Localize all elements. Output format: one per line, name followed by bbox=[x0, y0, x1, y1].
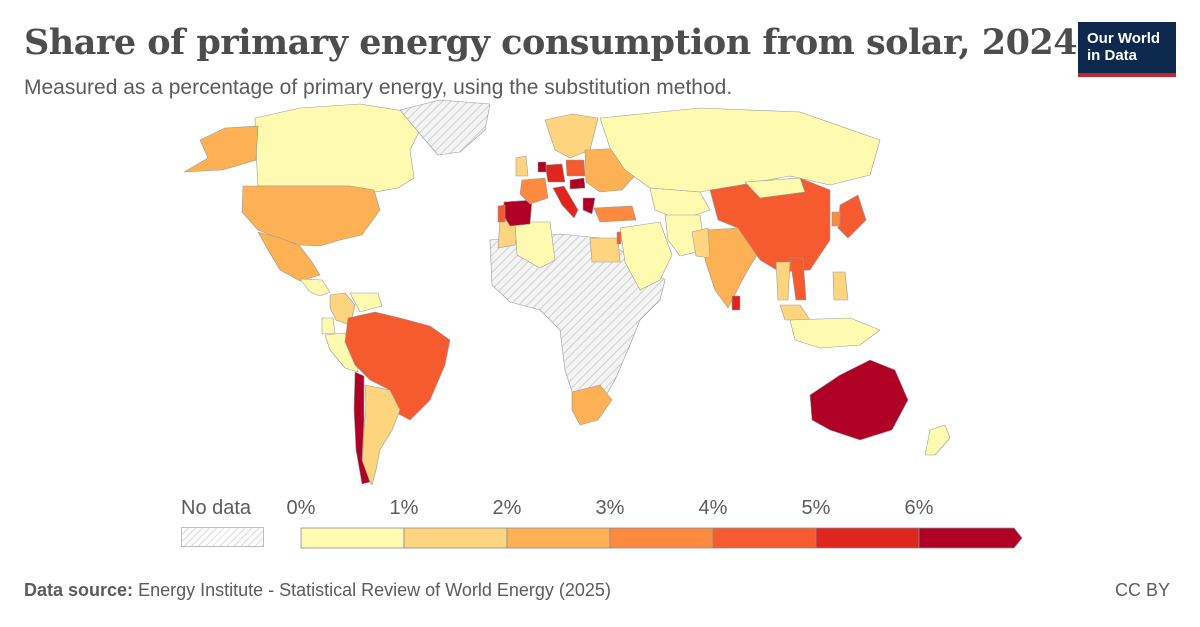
legend-bin-1[interactable] bbox=[403, 527, 508, 549]
region-portugal[interactable]: Portugal bbox=[497, 204, 506, 223]
region-algeria[interactable]: Algeria bbox=[514, 221, 556, 269]
region-new-zealand[interactable]: New Zealand bbox=[924, 424, 951, 456]
region-spain[interactable]: Spain bbox=[502, 199, 533, 227]
region-australia[interactable]: Australia bbox=[809, 359, 909, 441]
region-united-kingdom[interactable]: United Kingdom bbox=[515, 155, 529, 177]
data-source-label: Data source: bbox=[24, 580, 134, 600]
chart-title: Share of primary energy consumption from… bbox=[24, 22, 1078, 63]
region-indonesia[interactable]: Indonesia bbox=[789, 317, 881, 349]
region-brazil[interactable]: Brazil bbox=[344, 311, 451, 421]
region-alaska-united-states[interactable]: Alaska (United States) bbox=[183, 125, 259, 173]
region-thailand[interactable]: Thailand bbox=[775, 261, 791, 301]
legend-tick-label: 0% bbox=[286, 497, 316, 519]
region-argentina[interactable]: Argentina bbox=[361, 384, 401, 486]
legend-tick-label: 5% bbox=[801, 497, 831, 519]
region-sri-lanka[interactable]: Sri Lanka bbox=[731, 295, 741, 311]
region-netherlands[interactable]: Netherlands bbox=[537, 161, 547, 173]
legend-tick-label: 6% bbox=[904, 497, 934, 519]
region-russia[interactable]: Russia bbox=[599, 107, 881, 193]
region-ecuador[interactable]: Ecuador bbox=[321, 317, 336, 335]
region-japan[interactable]: Japan bbox=[837, 194, 867, 239]
region-greece[interactable]: Greece bbox=[582, 197, 596, 215]
legend-bin-2[interactable] bbox=[506, 527, 611, 549]
region-central-america[interactable]: Central America bbox=[299, 278, 331, 297]
data-source: Data source: Energy Institute - Statisti… bbox=[24, 580, 611, 601]
region-france[interactable]: France bbox=[519, 177, 549, 205]
region-italy[interactable]: Italy bbox=[552, 185, 579, 219]
region-chile[interactable]: Chile bbox=[353, 371, 371, 485]
region-south-korea[interactable]: South Korea bbox=[831, 211, 841, 227]
world-map[interactable]: CanadaAlaska (United States) United State… bbox=[0, 100, 1200, 500]
legend-bin-5[interactable] bbox=[815, 527, 920, 549]
legend-tick-label: 4% bbox=[698, 497, 728, 519]
legend-color-scale bbox=[300, 527, 1023, 549]
region-germany[interactable]: Germany bbox=[544, 163, 566, 183]
legend-bin-0[interactable] bbox=[300, 527, 405, 549]
region-turkey[interactable]: Turkey bbox=[593, 205, 637, 223]
region-mongolia[interactable]: Mongolia bbox=[744, 177, 806, 199]
region-greenland[interactable]: Greenland bbox=[399, 100, 491, 156]
owid-logo[interactable]: Our World in Data bbox=[1078, 22, 1176, 77]
legend-bin-4[interactable] bbox=[712, 527, 817, 549]
legend-bin-6[interactable] bbox=[918, 527, 1023, 549]
region-hungary[interactable]: Hungary bbox=[569, 177, 586, 190]
legend-tick-label: 3% bbox=[595, 497, 625, 519]
region-israel[interactable]: Israel bbox=[616, 231, 622, 245]
legend-no-data-label: No data bbox=[181, 497, 252, 519]
region-united-states[interactable]: United States bbox=[241, 185, 381, 247]
region-pakistan[interactable]: Pakistan bbox=[691, 227, 711, 259]
logo-line-2: in Data bbox=[1087, 47, 1138, 64]
region-venezuela[interactable]: Venezuela bbox=[349, 292, 383, 313]
legend-no-data-swatch[interactable] bbox=[181, 527, 264, 547]
region-canada[interactable]: Canada bbox=[254, 103, 421, 193]
legend-bin-3[interactable] bbox=[609, 527, 714, 549]
license-label[interactable]: CC BY bbox=[1114, 580, 1170, 600]
region-malaysia[interactable]: Malaysia bbox=[779, 304, 811, 321]
data-source-text[interactable]: Energy Institute - Statistical Review of… bbox=[138, 580, 611, 600]
chart-subtitle: Measured as a percentage of primary ener… bbox=[24, 76, 733, 99]
region-middle-east[interactable]: Middle East bbox=[619, 221, 673, 291]
legend-tick-label: 2% bbox=[492, 497, 522, 519]
legend-tick-label: 1% bbox=[389, 497, 419, 519]
region-vietnam[interactable]: Vietnam bbox=[789, 257, 807, 301]
region-poland[interactable]: Poland bbox=[565, 159, 586, 177]
region-mexico[interactable]: Mexico bbox=[257, 231, 321, 282]
region-philippines[interactable]: Philippines bbox=[832, 271, 849, 301]
region-egypt[interactable]: Egypt bbox=[589, 237, 621, 263]
region-south-africa[interactable]: South Africa bbox=[571, 384, 613, 426]
logo-line-1: Our World bbox=[1087, 30, 1161, 47]
